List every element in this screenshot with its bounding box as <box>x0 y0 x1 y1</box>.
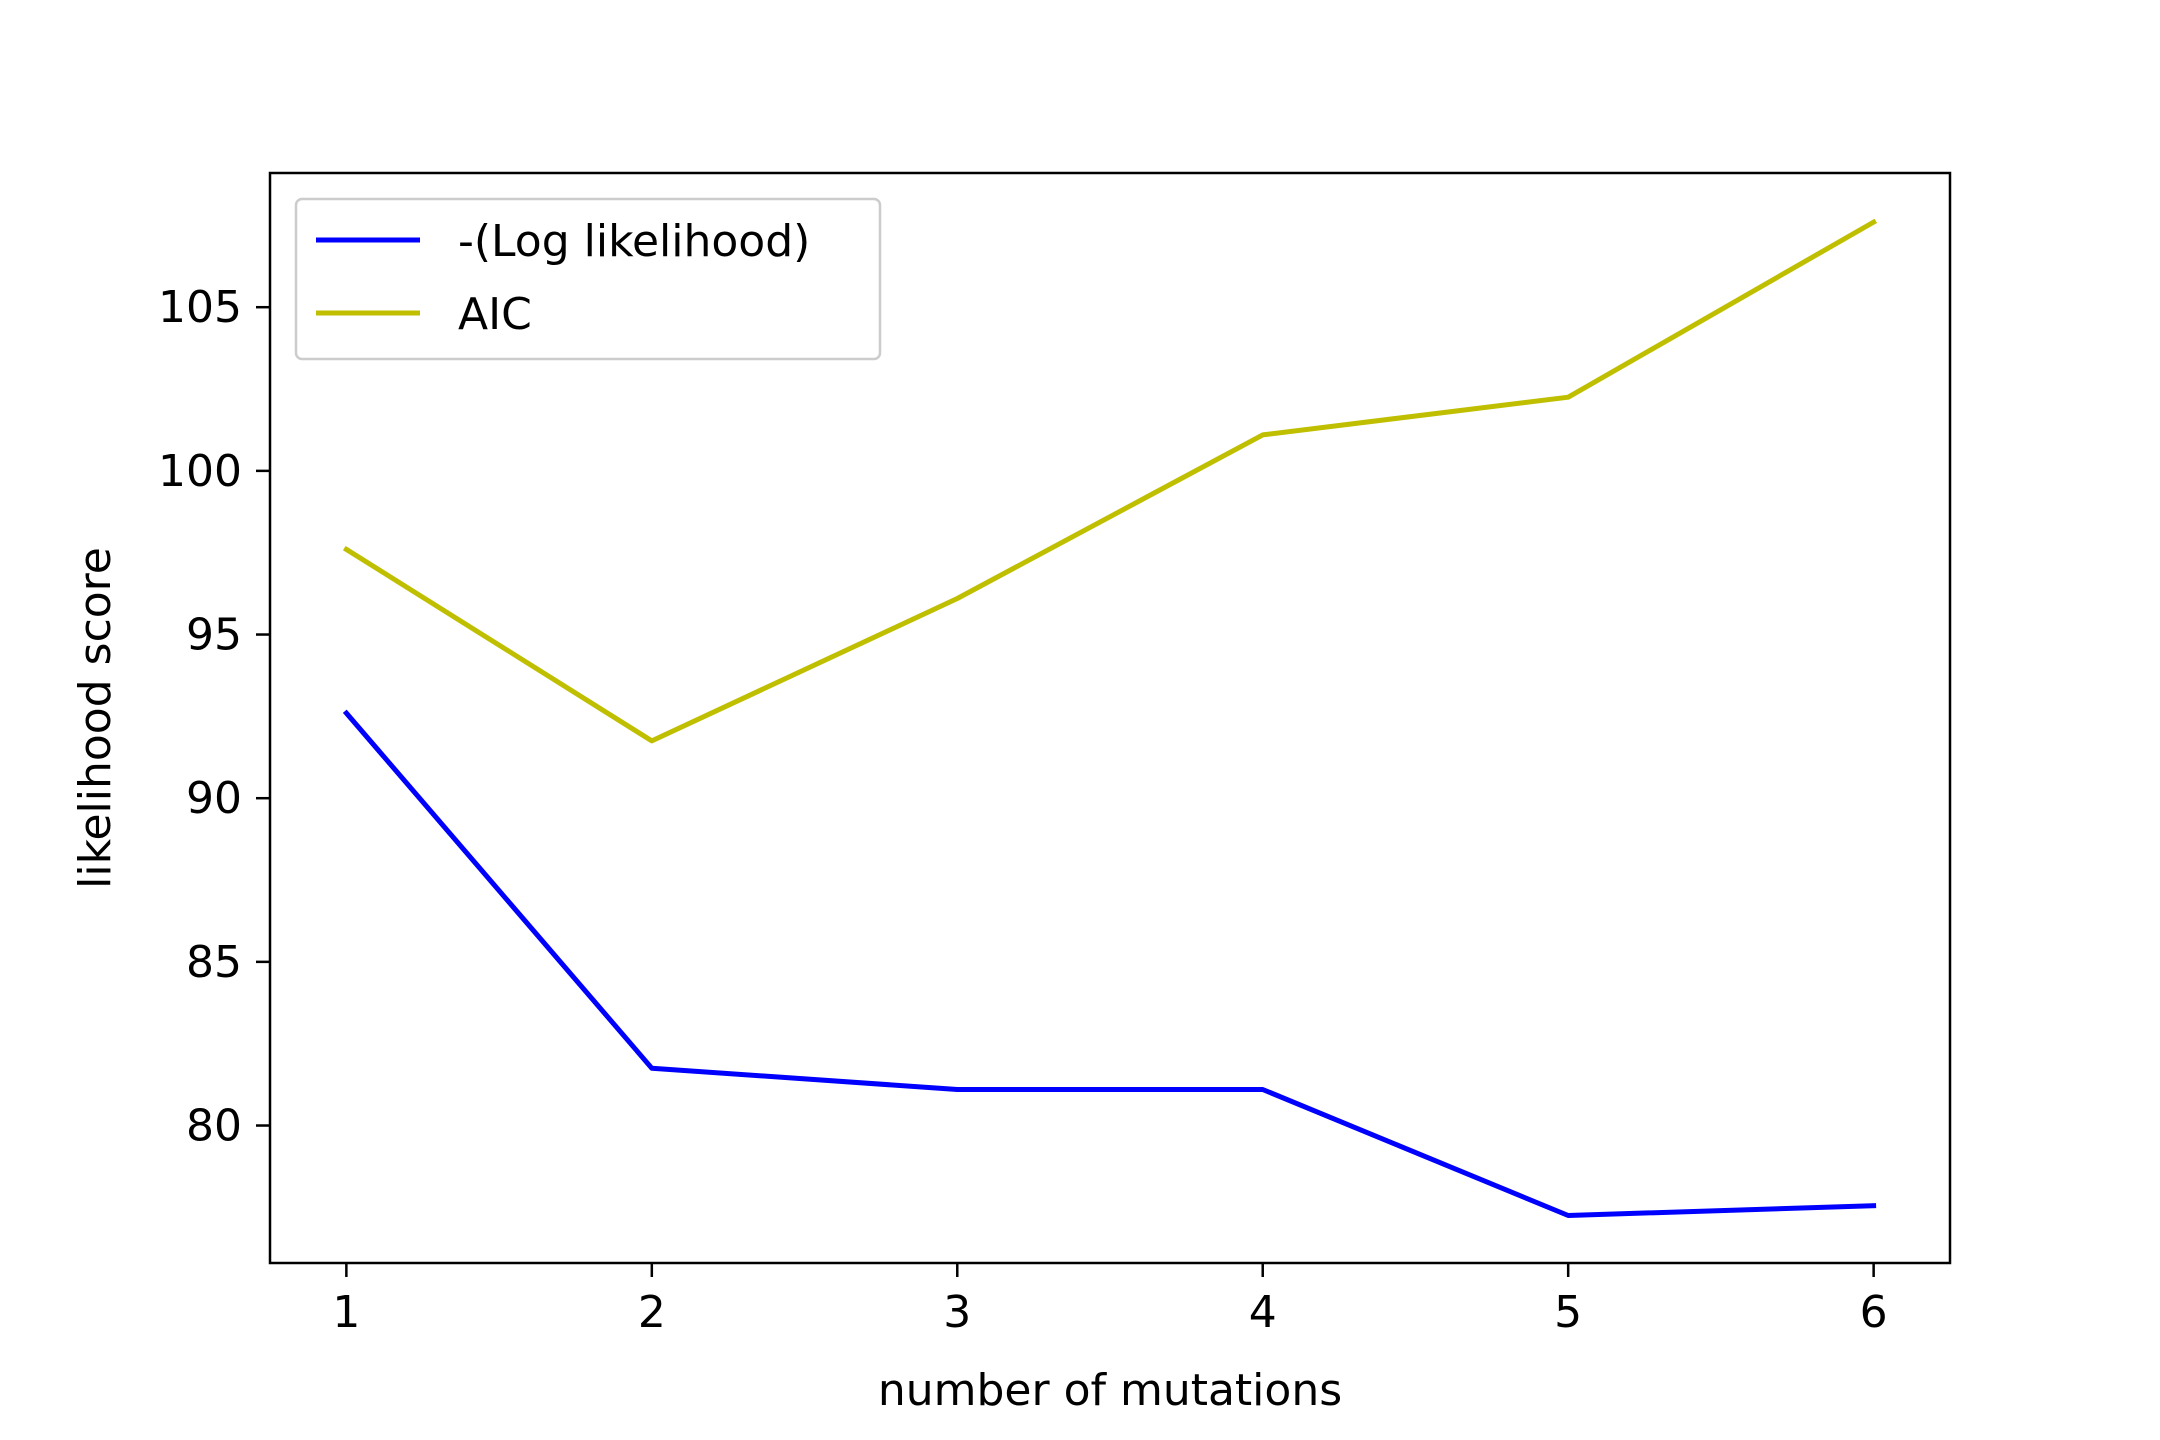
y-tick-label: 95 <box>186 610 242 661</box>
y-tick-label: 90 <box>186 773 242 824</box>
legend-label-1: -(Log likelihood) <box>458 216 810 267</box>
series-layer <box>342 218 1878 1218</box>
y-axis: 80 85 90 95 100 105 <box>158 282 270 1152</box>
x-tick-label: 1 <box>332 1287 360 1338</box>
legend-label-2: AIC <box>458 289 532 340</box>
x-axis-label: number of mutations <box>878 1365 1342 1416</box>
x-axis: 1 2 3 4 5 6 <box>332 1263 1888 1338</box>
legend: -(Log likelihood) AIC <box>294 197 882 361</box>
x-tick-label: 5 <box>1554 1287 1582 1338</box>
legend-box <box>294 197 882 361</box>
x-tick-label: 2 <box>638 1287 666 1338</box>
y-tick-label: 85 <box>186 937 242 988</box>
y-tick-label: 80 <box>186 1101 242 1152</box>
plot-frame <box>268 171 1952 1265</box>
x-tick-label: 6 <box>1860 1287 1888 1338</box>
y-tick-label: 105 <box>158 282 242 333</box>
series-line-1 <box>342 709 1877 1218</box>
x-tick-label: 4 <box>1249 1287 1277 1338</box>
series-line-2 <box>342 218 1878 744</box>
y-tick-label: 100 <box>158 446 242 497</box>
y-axis-label: likelihood score <box>70 547 121 889</box>
x-tick-label: 3 <box>943 1287 971 1338</box>
legend-entries: -(Log likelihood) AIC <box>316 216 810 340</box>
